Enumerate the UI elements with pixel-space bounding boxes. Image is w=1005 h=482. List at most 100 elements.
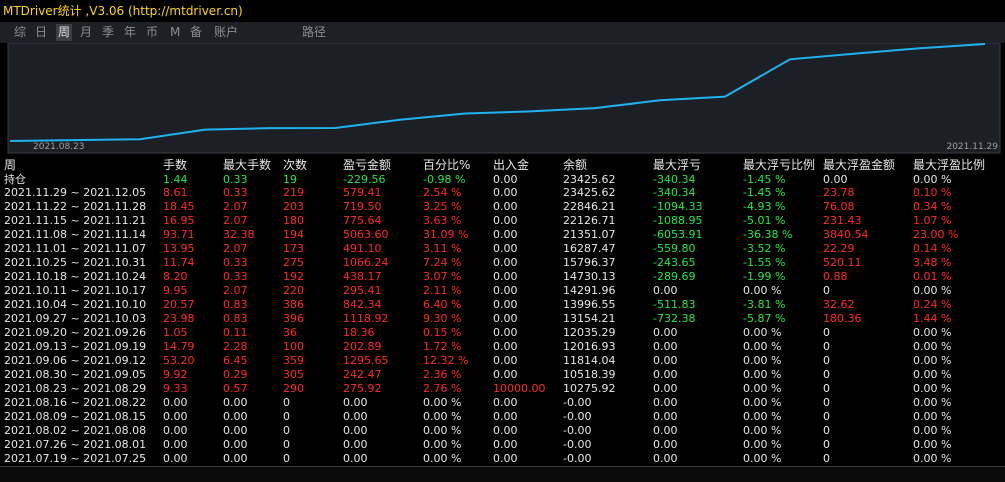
table-cell: 2021.08.02 ~ 2021.08.08 bbox=[4, 424, 147, 437]
table-cell: 0.00 % bbox=[423, 438, 462, 451]
table-cell: 0.00 % bbox=[743, 410, 782, 423]
table-cell: 0.00 % bbox=[913, 452, 952, 465]
table-cell: 3.63 % bbox=[423, 214, 462, 227]
table-cell: 13996.55 bbox=[563, 298, 616, 311]
table-cell: 23.00 % bbox=[913, 228, 959, 241]
toolbar-tab[interactable]: 币 bbox=[146, 25, 159, 39]
table-cell: 100 bbox=[283, 340, 304, 353]
table-cell: 13154.21 bbox=[563, 312, 616, 325]
table-cell: 1.44 % bbox=[913, 312, 952, 325]
table-cell: 0.00 bbox=[493, 396, 518, 409]
toolbar-tab[interactable]: 日 bbox=[35, 25, 48, 39]
table-cell: 0.00 bbox=[163, 396, 188, 409]
table-cell: -0.00 bbox=[563, 424, 592, 437]
table-cell: 0.14 % bbox=[913, 242, 952, 255]
table-cell: 0.00 bbox=[493, 284, 518, 297]
table-cell: 22846.21 bbox=[563, 200, 616, 213]
table-cell: 0.00 bbox=[493, 173, 518, 186]
table-cell: 2021.10.04 ~ 2021.10.10 bbox=[4, 298, 147, 311]
table-cell: 0.00 bbox=[223, 396, 248, 409]
table-cell: -229.56 bbox=[343, 173, 386, 186]
toolbar-tab[interactable]: 路径 bbox=[302, 25, 327, 39]
table-cell: 0.00 bbox=[343, 396, 368, 409]
table-cell: 0.33 bbox=[223, 186, 248, 199]
title: MTDriver统计 ,V3.06 (http://mtdriver.cn) bbox=[0, 0, 1005, 22]
table-cell: 0.00 bbox=[163, 424, 188, 437]
table-cell: 36 bbox=[283, 326, 297, 339]
table-cell: 0.34 % bbox=[913, 200, 952, 213]
column-header: 次数 bbox=[283, 158, 308, 172]
table-cell: 0.00 bbox=[493, 326, 518, 339]
column-header: 最大浮亏比例 bbox=[743, 158, 816, 172]
table-cell: 0.00 bbox=[493, 424, 518, 437]
table-cell: 0.00 % bbox=[743, 354, 782, 367]
balance-line bbox=[9, 43, 986, 142]
table-cell: 14.79 bbox=[163, 340, 195, 353]
table-cell: 22126.71 bbox=[563, 214, 616, 227]
table-cell: 0.00 % bbox=[913, 396, 952, 409]
table-cell: 2021.09.13 ~ 2021.09.19 bbox=[4, 340, 147, 353]
table-cell: 3.25 % bbox=[423, 200, 462, 213]
table-cell: 2.36 % bbox=[423, 368, 462, 381]
table-cell: 275 bbox=[283, 256, 304, 269]
table-cell: 23425.62 bbox=[563, 186, 616, 199]
table-cell: 0 bbox=[823, 438, 830, 451]
table-cell: -0.00 bbox=[563, 396, 592, 409]
table-cell: 0.00 % bbox=[913, 326, 952, 339]
table-cell: -511.83 bbox=[653, 298, 696, 311]
table-cell: 0 bbox=[823, 382, 830, 395]
table-cell: 0.00 bbox=[823, 173, 848, 186]
table-cell: 18.36 bbox=[343, 326, 375, 339]
table-cell: 173 bbox=[283, 242, 304, 255]
table-cell: 0.00 % bbox=[913, 410, 952, 423]
table-cell: 180.36 bbox=[823, 312, 862, 325]
toolbar-tab[interactable]: 年 bbox=[124, 25, 137, 39]
toolbar-tab[interactable]: 备 bbox=[190, 25, 203, 39]
table-cell: 15796.37 bbox=[563, 256, 616, 269]
table-cell: -0.98 % bbox=[423, 173, 466, 186]
column-header: 手数 bbox=[163, 158, 188, 172]
toolbar-tab[interactable]: 月 bbox=[80, 25, 93, 39]
table-cell: 11814.04 bbox=[563, 354, 616, 367]
table-cell: 0.00 bbox=[493, 368, 518, 381]
table-cell: 1.05 bbox=[163, 326, 188, 339]
table-cell: 9.95 bbox=[163, 284, 188, 297]
table-cell: 0.00 bbox=[223, 410, 248, 423]
table-cell: 0.00 bbox=[653, 354, 678, 367]
toolbar-tab[interactable]: 季 bbox=[102, 25, 115, 39]
table-cell: 219 bbox=[283, 186, 304, 199]
toolbar-tab[interactable]: 周 bbox=[56, 24, 73, 41]
table-cell: 53.20 bbox=[163, 354, 195, 367]
column-header: 最大浮亏 bbox=[653, 158, 702, 172]
table-cell: 0.00 bbox=[343, 424, 368, 437]
table-cell: -1.55 % bbox=[743, 256, 786, 269]
x-start-label: 2021.08.23 bbox=[33, 142, 85, 152]
table-cell: -340.34 bbox=[653, 173, 696, 186]
table-cell: 842.34 bbox=[343, 298, 382, 311]
table-cell: 180 bbox=[283, 214, 304, 227]
table-cell: 0.00 % bbox=[743, 326, 782, 339]
table-cell: 2.11 % bbox=[423, 284, 462, 297]
table-cell: 20.57 bbox=[163, 298, 195, 311]
table-cell: -289.69 bbox=[653, 270, 696, 283]
table-cell: 6.45 bbox=[223, 354, 248, 367]
toolbar-tab[interactable]: M bbox=[170, 25, 181, 39]
table-cell: 22.29 bbox=[823, 242, 855, 255]
toolbar-tab[interactable]: 账户 bbox=[214, 25, 239, 39]
table-cell: 719.50 bbox=[343, 200, 382, 213]
table-cell: 9.33 bbox=[163, 382, 188, 395]
table-cell: 0.01 % bbox=[913, 270, 952, 283]
table-cell: -0.00 bbox=[563, 452, 592, 465]
table-cell: 0.00 bbox=[493, 270, 518, 283]
table-cell: 0 bbox=[823, 284, 830, 297]
table-cell: 0.00 bbox=[493, 200, 518, 213]
table-cell: 0.00 bbox=[653, 424, 678, 437]
table-cell: 14730.13 bbox=[563, 270, 616, 283]
toolbar-tab[interactable]: 综 bbox=[14, 25, 27, 39]
table-cell: 3.07 % bbox=[423, 270, 462, 283]
table-cell: 12016.93 bbox=[563, 340, 616, 353]
table-cell: -732.38 bbox=[653, 312, 696, 325]
table-cell: 0.00 bbox=[493, 228, 518, 241]
table-cell: 0.00 % bbox=[913, 382, 952, 395]
table-cell: 16287.47 bbox=[563, 242, 616, 255]
